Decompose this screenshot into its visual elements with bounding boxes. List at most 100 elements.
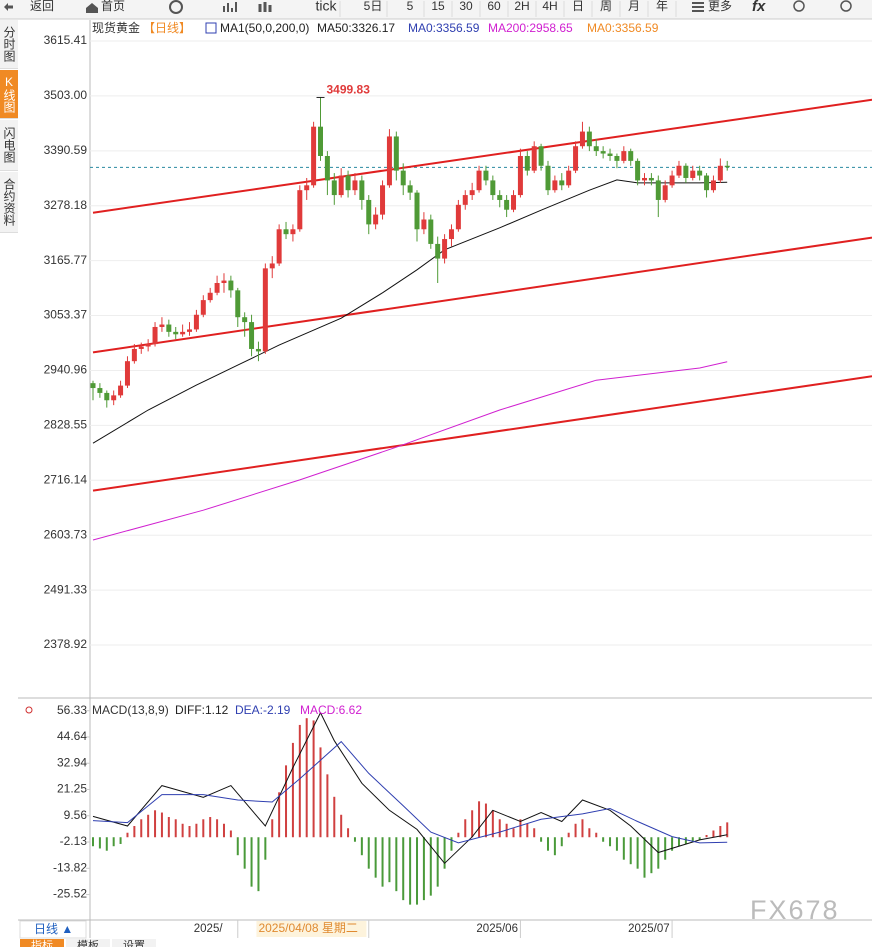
period-button[interactable]: 60 — [487, 0, 501, 13]
period-button[interactable]: 月 — [628, 0, 640, 13]
home-button[interactable]: 首页 — [101, 0, 125, 13]
macd-bar — [464, 819, 467, 838]
macd-bar — [243, 837, 246, 869]
candle-body — [393, 136, 399, 171]
price-pane — [90, 40, 872, 646]
candle-body — [311, 126, 317, 186]
macd-bar — [422, 837, 425, 901]
y-tick-label: 56.33 — [57, 703, 87, 717]
candle-body — [386, 136, 392, 186]
candle-body — [373, 214, 379, 225]
candle-body — [448, 229, 454, 240]
macd-bar — [312, 720, 315, 838]
candle-body — [683, 165, 689, 178]
cursor-label-bg — [256, 921, 367, 937]
side-tab[interactable]: 闪电图 — [0, 120, 18, 171]
candle-body — [600, 151, 606, 154]
y-tick-label: 3278.18 — [44, 198, 88, 212]
period-button[interactable]: 周 — [600, 0, 612, 13]
y-tick-label: 32.94 — [57, 755, 87, 769]
footer-tab[interactable]: 模板 — [77, 938, 99, 947]
macd-bar — [643, 837, 646, 878]
period-box[interactable] — [19, 920, 87, 939]
macd-bar — [484, 803, 487, 838]
candle-body — [669, 175, 675, 186]
x-tick-label: 2025/06 — [476, 923, 518, 935]
macd-bar — [705, 834, 708, 838]
candle-body — [207, 292, 213, 301]
candle-body — [421, 219, 427, 230]
period-button[interactable]: 15 — [431, 0, 445, 13]
macd-bar — [305, 718, 308, 838]
side-tab[interactable]: 合约资料 — [0, 172, 18, 233]
zoom-out[interactable] — [793, 0, 805, 12]
period-button[interactable]: 2H — [514, 0, 529, 13]
macd-bar — [609, 837, 612, 847]
chart-icon[interactable] — [223, 2, 237, 12]
candle-body — [455, 204, 461, 230]
y-tick-label: -13.82 — [53, 860, 87, 874]
macd-bar — [112, 837, 115, 847]
period-button[interactable]: 年 — [656, 0, 668, 13]
period-select[interactable]: 日线 ▲ — [34, 922, 73, 936]
footer-tab[interactable]: 指标 — [31, 938, 53, 947]
y-tick-label: 9.56 — [64, 808, 88, 822]
period-button[interactable]: 5 — [407, 0, 414, 13]
candle-body — [552, 180, 558, 191]
candle-body — [476, 170, 482, 191]
macd-bar — [119, 837, 122, 844]
back-icon[interactable] — [4, 3, 13, 11]
fx-icon[interactable]: fx — [752, 0, 766, 15]
candle-body — [283, 229, 289, 235]
candle-icon[interactable] — [258, 2, 272, 12]
candle-body — [152, 326, 158, 345]
more-button[interactable]: 更多 — [708, 0, 732, 13]
settings-icon[interactable] — [25, 706, 33, 714]
footer-tab[interactable]: 设置 — [123, 939, 145, 947]
macd-bar — [512, 828, 515, 838]
y-tick-label: -2.13 — [60, 834, 88, 848]
x-tick-label: 2025/07 — [628, 923, 670, 935]
more-icon[interactable] — [692, 2, 704, 12]
candle-body — [366, 199, 372, 225]
candle-body — [380, 185, 386, 215]
period-button[interactable]: tick — [316, 0, 338, 14]
refresh-icon[interactable] — [169, 0, 183, 14]
zoom-in[interactable] — [840, 0, 852, 12]
macd-bar — [395, 837, 398, 892]
macd-bar — [388, 837, 391, 883]
candle-body — [324, 155, 330, 181]
y-tick-label: 2716.14 — [44, 472, 88, 486]
home-icon[interactable] — [86, 3, 98, 13]
candle-body — [490, 180, 496, 196]
candle-body — [352, 180, 358, 191]
macd-bar — [229, 830, 232, 838]
period-button[interactable]: 30 — [459, 0, 473, 13]
side-tab[interactable]: K线图 — [0, 70, 18, 119]
macd-bar — [533, 828, 536, 838]
macd-bar — [167, 817, 170, 838]
trend-line — [92, 236, 872, 354]
macd-bar — [154, 810, 157, 838]
macd-bar — [712, 830, 715, 838]
macd-bar — [574, 823, 577, 838]
candle-body — [710, 180, 716, 191]
period-button[interactable]: 日 — [572, 0, 584, 13]
candle-body — [187, 329, 193, 332]
macd-bar — [381, 837, 384, 887]
macd-bar — [347, 828, 350, 838]
back-button[interactable]: 返回 — [30, 0, 54, 13]
period-button[interactable]: 4H — [542, 0, 557, 13]
period-button[interactable]: 5日 — [364, 0, 383, 13]
y-tick-label: -25.52 — [53, 887, 87, 901]
side-tab[interactable]: 分时图 — [0, 20, 18, 69]
candle-body — [442, 239, 448, 259]
macd-bar — [491, 810, 494, 838]
macd-bar — [333, 796, 336, 838]
candle-body — [469, 190, 475, 196]
x-tick-label: 2025/ — [194, 923, 224, 935]
candle-body — [511, 195, 517, 210]
watermark: FX678 — [750, 895, 840, 925]
candle-body — [180, 331, 186, 335]
macd-bar — [664, 837, 667, 860]
